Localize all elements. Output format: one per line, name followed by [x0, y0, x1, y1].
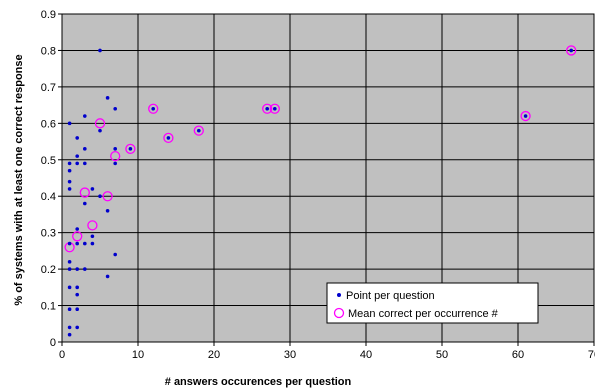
- question-point: [113, 161, 117, 166]
- question-point: [98, 48, 102, 53]
- question-point: [75, 307, 79, 312]
- question-point: [569, 48, 573, 53]
- question-point: [83, 147, 87, 151]
- question-point: [128, 147, 133, 151]
- question-point: [83, 201, 87, 206]
- y-tick-label: 0.9: [41, 9, 56, 21]
- mean-point: [566, 45, 577, 56]
- question-point: [90, 187, 95, 191]
- mean-point: [269, 103, 280, 114]
- x-tick-label: 70: [588, 349, 595, 361]
- question-point: [67, 307, 72, 312]
- question-point: [166, 136, 171, 140]
- mean-point: [110, 150, 121, 162]
- question-point: [105, 274, 110, 279]
- mean-point: [262, 103, 273, 114]
- y-tick-label: 0.7: [41, 82, 56, 94]
- mean-point: [102, 191, 113, 202]
- question-point: [75, 292, 79, 297]
- question-point: [98, 128, 102, 133]
- question-point: [98, 194, 102, 199]
- question-point: [273, 106, 277, 111]
- legend-box: [326, 282, 539, 324]
- question-point: [83, 241, 87, 246]
- question-point: [83, 114, 87, 118]
- x-tick-label: 50: [436, 349, 448, 361]
- question-point: [105, 96, 110, 100]
- question-point: [67, 179, 72, 184]
- y-tick-label: 0.5: [41, 155, 56, 167]
- y-tick-label: 0.3: [41, 228, 56, 240]
- question-point: [113, 147, 117, 151]
- question-point: [67, 241, 72, 246]
- question-point: [113, 252, 117, 257]
- y-tick-label: 0.2: [41, 264, 56, 276]
- question-point: [75, 136, 79, 140]
- mean-point: [125, 143, 136, 154]
- legend: Point per question Mean correct per occu…: [326, 282, 539, 324]
- mean-point: [94, 118, 106, 129]
- y-tick-label: 0.1: [41, 301, 56, 313]
- y-tick-label: 0.6: [41, 118, 56, 130]
- x-tick-label: 40: [360, 349, 372, 361]
- question-point: [67, 332, 72, 337]
- question-point: [75, 267, 79, 271]
- question-point: [67, 285, 72, 290]
- y-tick-label: 0.4: [41, 191, 56, 203]
- question-point: [105, 209, 110, 213]
- mean-point: [87, 220, 98, 231]
- question-point: [90, 234, 95, 239]
- mean-point: [72, 231, 83, 242]
- question-point: [75, 227, 79, 231]
- question-point: [83, 161, 87, 166]
- x-tick-label: 0: [59, 349, 65, 361]
- question-point: [265, 106, 270, 111]
- legend-marker-point-per-question: [337, 293, 341, 297]
- mean-point: [79, 187, 90, 198]
- question-point: [67, 161, 72, 166]
- x-tick-label: 20: [208, 349, 220, 361]
- legend-label-mean-correct: Mean correct per occurrence #: [348, 308, 499, 320]
- question-point: [67, 325, 72, 330]
- question-point: [83, 267, 87, 271]
- question-point: [67, 168, 72, 173]
- question-point: [67, 267, 72, 271]
- y-axis-ticks: 0 0.1 0.2 0.3 0.4 0.5 0.6 0.7 0.8 0.9: [41, 9, 62, 349]
- question-point: [75, 154, 79, 158]
- question-point: [90, 241, 95, 246]
- mean-point: [520, 110, 531, 122]
- question-point: [67, 187, 72, 191]
- mean-point: [193, 125, 204, 136]
- question-point: [113, 106, 117, 111]
- question-point: [75, 325, 79, 330]
- question-point: [197, 128, 201, 133]
- x-tick-label: 30: [284, 349, 296, 361]
- y-tick-label: 0.8: [41, 45, 56, 57]
- x-tick-label: 10: [132, 349, 144, 361]
- y-tick-label: 0: [50, 337, 56, 349]
- question-point: [75, 241, 79, 246]
- question-point: [151, 106, 155, 111]
- y-axis-title: % of systems with at least one correct r…: [13, 54, 25, 305]
- x-axis-ticks: 0 10 20 30 40 50 60 70: [59, 342, 595, 361]
- legend-label-point-per-question: Point per question: [346, 290, 435, 302]
- question-point: [67, 121, 72, 126]
- series-layer: [64, 45, 577, 337]
- question-point: [67, 260, 72, 264]
- x-axis-title: # answers occurences per question: [165, 376, 352, 388]
- legend-marker-mean-correct: [333, 307, 345, 319]
- x-tick-label: 60: [512, 349, 524, 361]
- mean-point: [148, 103, 159, 114]
- mean-point: [163, 132, 174, 144]
- question-point: [75, 161, 79, 166]
- question-point: [523, 114, 528, 118]
- question-point: [75, 285, 79, 290]
